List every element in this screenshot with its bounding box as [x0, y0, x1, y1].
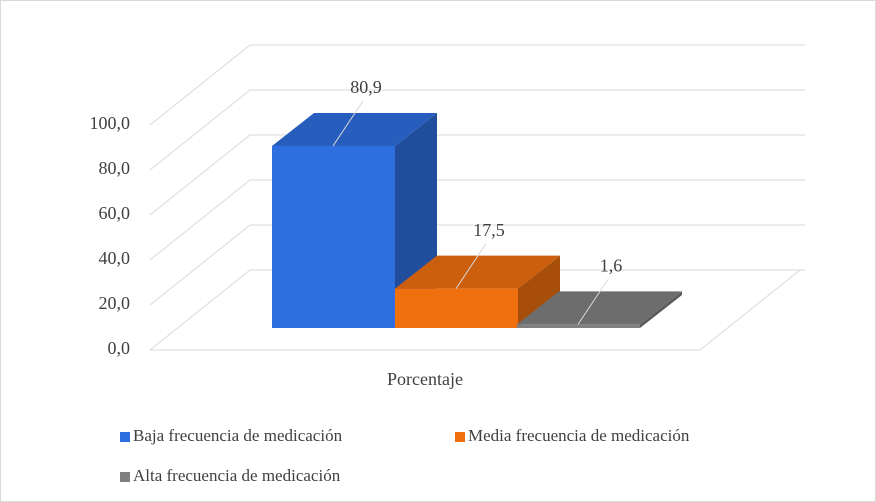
data-label: 17,5 [473, 220, 505, 240]
grid-line [149, 134, 805, 216]
leader-line [332, 100, 364, 147]
legend-swatch [120, 472, 130, 482]
data-label: 1,6 [600, 256, 623, 276]
bar-top [517, 291, 682, 325]
grid-line [149, 44, 805, 126]
grid-line [149, 89, 805, 171]
leader-line [455, 243, 487, 289]
data-label: 80,9 [350, 77, 382, 97]
x-tick-label: Porcentaje [387, 369, 463, 389]
bar [395, 288, 518, 328]
grid-line [149, 179, 805, 261]
y-tick-label: 20,0 [99, 293, 131, 313]
legend-label: Alta frecuencia de medicación [133, 466, 341, 485]
legend-swatch [120, 432, 130, 442]
legend-label: Media frecuencia de medicación [468, 426, 690, 445]
bar-top [395, 255, 560, 289]
y-tick-label: 80,0 [99, 158, 131, 178]
bar-side [518, 255, 560, 328]
y-tick-label: 0,0 [108, 338, 131, 358]
bar-side [640, 291, 682, 328]
y-tick-label: 40,0 [99, 248, 131, 268]
bar [517, 324, 640, 328]
bar-top [272, 112, 437, 146]
grid-line [149, 269, 805, 351]
leader-line [577, 279, 609, 325]
y-tick-label: 60,0 [99, 203, 131, 223]
y-tick-label: 100,0 [90, 113, 131, 133]
grid-line [149, 224, 805, 306]
legend-swatch [455, 432, 465, 442]
legend-label: Baja frecuencia de medicación [133, 426, 343, 445]
floor [150, 269, 801, 351]
bar [272, 145, 395, 328]
